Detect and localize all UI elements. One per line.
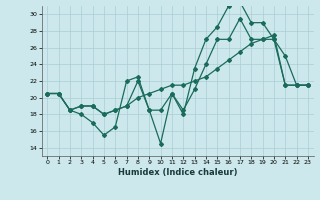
X-axis label: Humidex (Indice chaleur): Humidex (Indice chaleur): [118, 168, 237, 177]
